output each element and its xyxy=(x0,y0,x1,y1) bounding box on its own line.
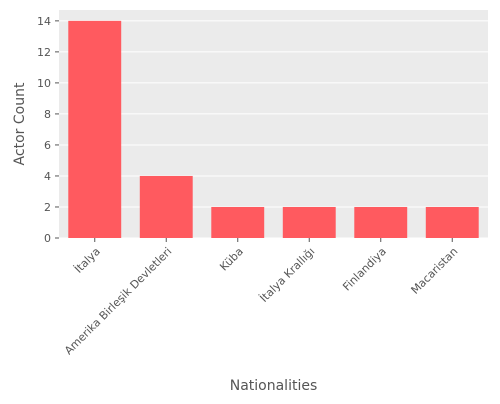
bar xyxy=(68,20,122,238)
x-axis-label: Nationalities xyxy=(230,378,318,394)
x-tick-label: İtalya xyxy=(72,245,103,276)
y-axis-ticks: 0 2 4 6 8 10 12 14 xyxy=(37,15,59,245)
bar xyxy=(282,206,336,238)
y-tick-label: 2 xyxy=(44,201,51,214)
bar xyxy=(354,206,408,238)
x-tick-label: Küba xyxy=(217,245,246,274)
y-tick-label: 12 xyxy=(37,46,51,59)
y-tick-label: 6 xyxy=(44,139,51,152)
plot-panel xyxy=(59,10,488,238)
y-tick-label: 0 xyxy=(44,232,51,245)
bar xyxy=(139,175,193,238)
y-tick-label: 10 xyxy=(37,77,51,90)
y-tick-label: 4 xyxy=(44,170,51,183)
bar xyxy=(211,206,265,238)
y-axis-label: Actor Count xyxy=(12,82,28,165)
bars xyxy=(68,20,479,238)
x-tick-label: Finlandiya xyxy=(340,245,389,294)
y-tick-label: 8 xyxy=(44,108,51,121)
y-tick-label: 14 xyxy=(37,15,51,28)
grid-lines xyxy=(59,20,488,239)
x-tick-label: Macaristan xyxy=(408,245,460,297)
x-tick-label: İtalya Krallığı xyxy=(257,245,317,305)
bar xyxy=(425,206,479,238)
